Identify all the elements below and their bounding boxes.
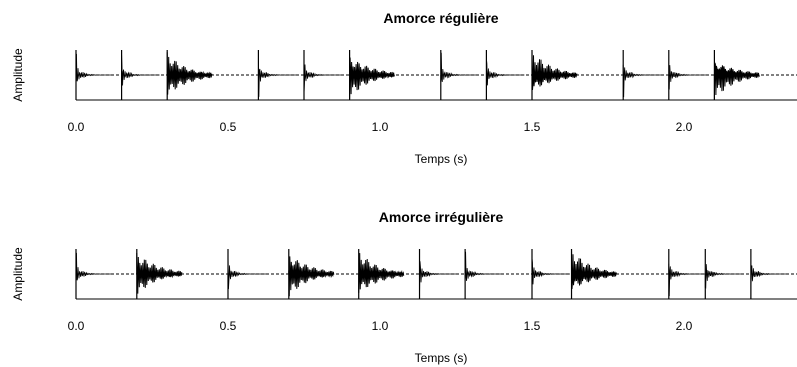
- x-tick-label: 1.0: [372, 319, 389, 333]
- x-axis-label: Temps (s): [415, 152, 468, 166]
- onset-waveform: [419, 261, 458, 298]
- x-tick-label: 1.0: [372, 120, 389, 134]
- onset-waveform: [227, 251, 266, 290]
- onset-waveform: [531, 50, 578, 91]
- panel-regular-onset: Amorce régulière Amplitude 0.0 0.5 1.0 1…: [11, 10, 797, 166]
- x-tick-label: 0.5: [220, 120, 237, 134]
- onset-waveform: [531, 257, 570, 285]
- onset-waveform: [258, 68, 297, 97]
- onset-waveform: [75, 53, 114, 82]
- onset-waveform: [704, 264, 744, 289]
- onset-waveform: [303, 64, 342, 94]
- onset-waveform: [713, 62, 760, 101]
- onset-waveform: [440, 52, 479, 82]
- y-axis-label: Amplitude: [11, 48, 25, 102]
- onset-waveform: [464, 251, 504, 281]
- onset-waveform: [750, 265, 789, 300]
- onset-waveform: [136, 252, 183, 294]
- onset-waveform: [668, 263, 707, 297]
- onset-waveform: [166, 52, 213, 95]
- x-tick-label: 1.5: [524, 120, 541, 134]
- onset-waveform: [486, 58, 525, 86]
- x-tick-label: 0.0: [68, 319, 85, 333]
- x-tick-label: 2.0: [676, 120, 693, 134]
- onset-waveform: [349, 57, 396, 99]
- onset-waveform: [571, 249, 617, 290]
- x-tick-label: 1.5: [524, 319, 541, 333]
- y-axis-label: Amplitude: [11, 247, 25, 301]
- onset-waveform: [622, 64, 662, 98]
- panel-irregular-onset: Amorce irrégulière Amplitude 0.0 0.5 1.0…: [11, 209, 797, 365]
- onset-waveform: [75, 252, 114, 281]
- onset-waveform: [358, 253, 405, 293]
- onset-waveform: [121, 53, 160, 86]
- x-tick-label: 2.0: [676, 319, 693, 333]
- x-tick-label: 0.5: [220, 319, 237, 333]
- x-axis-label: Temps (s): [415, 351, 468, 365]
- x-tick-label: 0.0: [68, 120, 85, 134]
- chart-title: Amorce régulière: [383, 10, 498, 26]
- onset-waveform: [668, 65, 707, 90]
- chart-title: Amorce irrégulière: [379, 209, 504, 225]
- onset-waveform: [288, 256, 335, 297]
